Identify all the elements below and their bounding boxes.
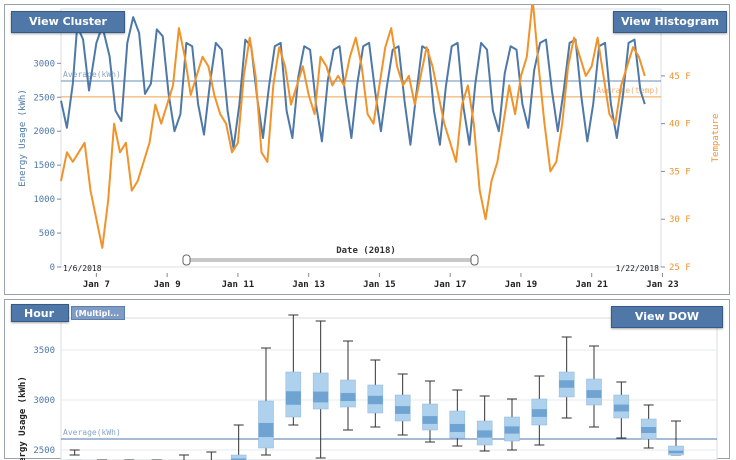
- y-tick-label: 2500: [33, 446, 55, 456]
- y-tick-label: 3000: [33, 396, 55, 406]
- box-median-band: [477, 430, 492, 437]
- y-left-tick-label: 500: [39, 229, 55, 239]
- energy-temperature-panel: 050010001500200025003000350025 F30 F35 F…: [4, 4, 730, 295]
- box-median-band: [668, 451, 683, 454]
- slider-end-label: 1/22/2018: [616, 264, 660, 273]
- y-left-tick-label: 1500: [33, 161, 55, 171]
- box-median-band: [340, 393, 355, 401]
- y-right-tick-label: 30 F: [669, 215, 691, 225]
- x-tick-label: Jan 23: [646, 280, 679, 290]
- y-right-tick-label: 25 F: [669, 263, 691, 273]
- reference-line-label: Average(kWh): [63, 428, 121, 437]
- hour-label: Hour: [11, 304, 69, 322]
- box-median-band: [586, 390, 601, 398]
- view-histogram-button[interactable]: View Histogram: [613, 11, 727, 33]
- box-median-band: [313, 392, 328, 403]
- box-median-band: [286, 391, 301, 405]
- energy-temperature-chart: 050010001500200025003000350025 F30 F35 F…: [5, 5, 729, 294]
- slider-title: Date (2018): [336, 246, 396, 256]
- y-left-tick-label: 3000: [33, 59, 55, 69]
- y-right-tick-label: 40 F: [669, 120, 691, 130]
- x-tick-label: Jan 9: [154, 280, 181, 290]
- x-tick-label: Jan 7: [83, 280, 110, 290]
- box-median-band: [422, 416, 437, 424]
- y-left-tick-label: 2000: [33, 127, 55, 137]
- y-left-tick-label: 1000: [33, 195, 55, 205]
- box-median-band: [368, 396, 383, 404]
- x-tick-label: Jan 17: [434, 280, 467, 290]
- box-median-band: [258, 423, 273, 437]
- hour-select-value: (Multipl...: [75, 309, 119, 318]
- y-right-tick-label: 35 F: [669, 167, 691, 177]
- y-left-tick-label: 2500: [33, 93, 55, 103]
- box-iqr: [313, 373, 328, 409]
- box-median-band: [614, 405, 629, 412]
- view-dow-button[interactable]: View DOW: [611, 306, 723, 328]
- x-tick-label: Jan 15: [363, 280, 396, 290]
- x-tick-label: Jan 11: [222, 280, 255, 290]
- slider-start-label: 1/6/2018: [63, 264, 102, 273]
- y-right-axis-label: Tempature: [711, 114, 721, 163]
- y-axis-label: Energy Usage (kWh): [18, 376, 28, 460]
- box-median-band: [395, 406, 410, 414]
- x-tick-label: Jan 19: [505, 280, 538, 290]
- box-median-band: [559, 380, 574, 388]
- hour-select-dropdown[interactable]: (Multipl... ▾: [71, 306, 125, 320]
- chevron-down-icon: ▾: [75, 323, 79, 332]
- box-median-band: [641, 427, 656, 433]
- x-tick-label: Jan 13: [292, 280, 325, 290]
- y-tick-label: 3500: [33, 346, 55, 356]
- slider-handle-start: [183, 255, 190, 265]
- box-median-band: [504, 426, 519, 433]
- y-left-axis-label: Energy Usage (kWh): [18, 89, 28, 187]
- x-tick-label: Jan 21: [575, 280, 608, 290]
- box-median-band: [532, 409, 547, 417]
- y-right-tick-label: 45 F: [669, 72, 691, 82]
- slider-handle-end: [471, 255, 478, 265]
- box-median-band: [450, 424, 465, 432]
- hourly-boxplot-panel: 2500 3000 3500 Energy Usage (kWh) Average(kW…: [4, 299, 730, 459]
- view-cluster-button[interactable]: View Cluster: [11, 11, 125, 33]
- y-left-tick-label: 0: [50, 263, 55, 273]
